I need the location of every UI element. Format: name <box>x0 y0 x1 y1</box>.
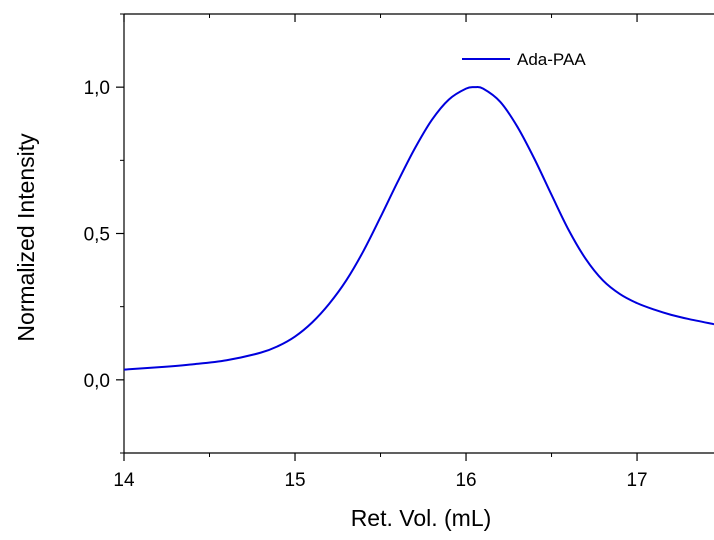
x-tick-label: 17 <box>626 470 647 491</box>
axis-ticks: 14 15 16 17 0,0 0,5 1,0 <box>84 13 648 491</box>
legend: Ada-PAA <box>462 50 586 69</box>
axes-frame <box>123 13 714 454</box>
y-axis-title: Normalized Intensity <box>13 133 39 342</box>
series-line-ada-paa <box>123 85 714 371</box>
x-tick-label: 15 <box>284 470 305 491</box>
x-tick-label: 16 <box>455 470 476 491</box>
x-tick-label: 14 <box>113 470 135 491</box>
y-tick-label: 1,0 <box>84 78 110 99</box>
y-tick-label: 0,0 <box>84 371 110 392</box>
series-layer <box>123 85 714 371</box>
legend-label: Ada-PAA <box>517 50 586 69</box>
x-axis-title: Ret. Vol. (mL) <box>351 505 492 531</box>
y-tick-label: 0,5 <box>84 225 110 246</box>
